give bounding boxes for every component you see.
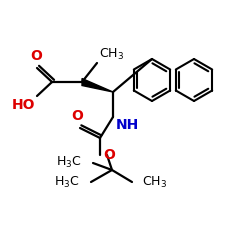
Polygon shape [82,78,113,92]
Text: CH$_3$: CH$_3$ [142,174,167,190]
Text: O: O [71,109,83,123]
Text: NH: NH [116,118,139,132]
Text: H$_3$C: H$_3$C [54,174,80,190]
Text: O: O [103,148,115,162]
Text: CH$_3$: CH$_3$ [99,47,124,62]
Text: H$_3$C: H$_3$C [56,154,82,170]
Text: HO: HO [12,98,35,112]
Text: O: O [30,49,42,63]
